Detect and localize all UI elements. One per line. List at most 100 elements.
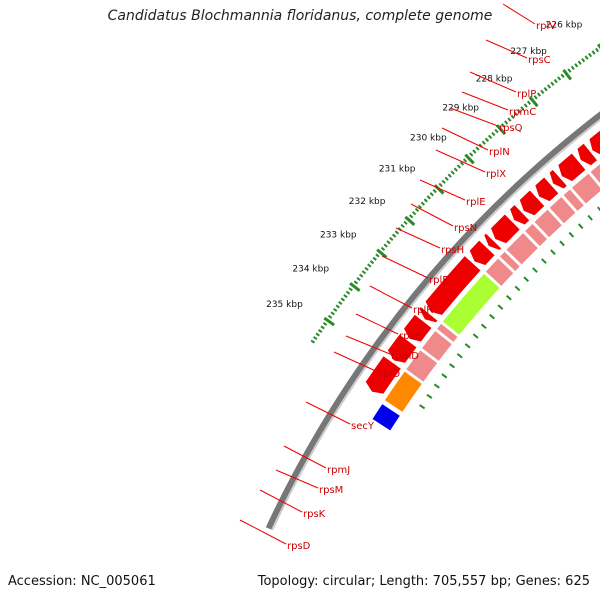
gene-label-rplN: rplN [489,147,510,158]
minor-tick [417,204,423,209]
minor-tick [400,223,405,229]
gene-arrow-rpsM [403,313,433,343]
gene-label-line [283,445,327,469]
genome-backbone [265,111,600,531]
minor-tick [340,297,346,302]
minor-tick [364,266,369,271]
gene-label-line [461,91,509,111]
title-suffix: , complete genome [356,8,493,24]
gene-block-rplX [589,162,600,185]
inner-tick [419,404,426,410]
inner-tick [456,353,463,359]
gene-label-rpsH: rpsH [441,245,464,256]
minor-tick [560,73,565,78]
gene-label-line [355,313,399,335]
minor-tick [462,158,468,163]
minor-tick [322,321,328,326]
minor-tick [356,276,361,282]
minor-tick [459,161,465,166]
minor-tick [414,207,420,213]
major-tick [349,282,361,292]
minor-tick [313,336,318,341]
minor-tick [310,339,316,344]
gene-arrow-rplX [576,142,599,167]
minor-tick [513,111,518,117]
gene-label-line [485,39,528,59]
gene-label-rpsC: rpsC [528,55,551,66]
kbp-scale: 226 kbp 227 kbp 228 kbp 229 kbp 230 kbp 231 k… [266,21,600,410]
gene-block-secY [441,272,501,337]
minor-tick [438,182,443,187]
kbp-tick-label: 228 kbp [476,75,513,85]
minor-tick [540,89,545,95]
kbp-tick-label: 229 kbp [442,103,479,113]
gene-arrow-rplN [588,129,600,156]
inner-tick [497,304,504,310]
inner-tick [550,249,556,256]
minor-tick [543,86,548,92]
gene-block-rpmJ [435,322,459,344]
minor-tick [441,179,446,184]
gene-label-rplX: rplX [486,169,506,180]
gene-arrow-rplE [557,152,587,183]
minor-tick [567,68,572,73]
minor-tick [320,325,325,330]
gene-arrow-rpsE [490,213,521,245]
inner-tick [559,240,565,247]
major-tick [404,215,416,227]
kbp-tick-label: 226 kbp [546,21,583,31]
minor-tick [588,52,593,58]
inner-tick [441,373,448,379]
gene-label-line [275,469,319,489]
minor-tick [330,311,335,316]
gene-label-line [259,489,303,513]
minor-tick [380,246,386,251]
inner-tick [541,258,547,264]
gene-arrow-secY [424,255,482,316]
gene-label-rplV: rplV [536,21,556,32]
major-tick [528,96,539,108]
gene-label-rpsN: rpsN [454,223,477,234]
minor-tick [546,84,552,89]
minor-tick [595,47,600,53]
gene-block-rpsK [404,349,439,383]
major-tick [323,316,335,327]
inner-tick [433,383,440,389]
minor-tick [450,170,455,175]
minor-tick [553,78,558,84]
gene-label-line [410,203,454,227]
gene-label-line [449,107,499,127]
minor-tick [533,95,538,100]
gene-label-line [345,335,391,355]
gene-label-rplO: rplO [379,369,400,380]
gene-label-rplP: rplP [517,89,536,100]
gene-label-line [239,519,287,545]
gene-block-rplR [523,222,549,248]
gene-label-line [305,401,351,425]
minor-tick [338,300,343,305]
inner-tick [472,333,479,339]
major-tick [597,43,600,50]
major-tick [433,184,445,195]
kbp-tick-label: 232 kbp [349,197,386,207]
map-title: Candidatus Blochmannia floridanus, compl… [0,8,600,24]
gene-label-rpsQ: rpsQ [499,123,523,134]
minor-tick [584,55,589,60]
gene-arrow-rplR [509,203,531,226]
gene-label-rpsE: rpsE [399,331,421,342]
gene-block-rpsH [548,195,577,225]
gene-arrow-rpmJ [418,306,439,324]
minor-tick [550,81,555,86]
gene-label-rpsM: rpsM [319,485,343,496]
kbp-tick-label: 230 kbp [410,133,447,143]
minor-tick [500,123,505,128]
minor-tick [481,140,486,145]
gene-label-line [333,351,379,373]
major-tick [464,153,475,165]
minor-tick [469,152,474,157]
minor-tick [332,307,338,312]
major-tick [376,248,388,259]
minor-tick [491,131,496,137]
kbp-tick-label: 231 kbp [379,165,416,175]
gene-block-rpsM [420,329,454,363]
